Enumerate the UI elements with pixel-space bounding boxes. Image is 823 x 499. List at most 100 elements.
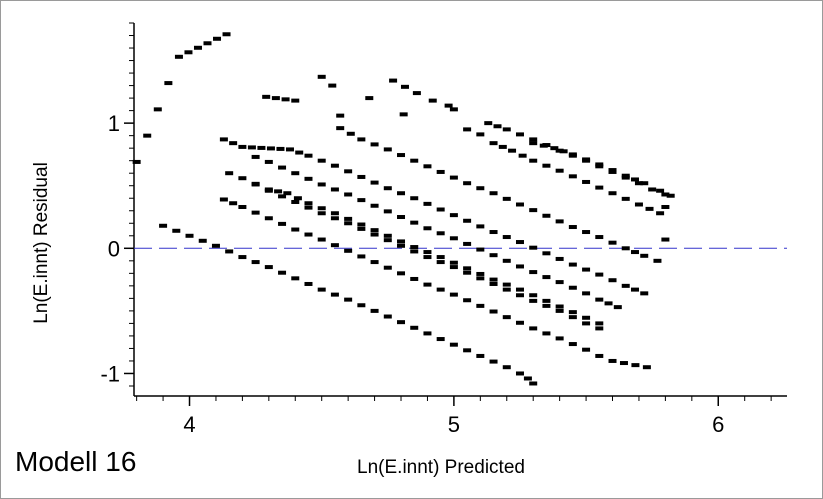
data-point bbox=[317, 211, 326, 216]
model-caption: Modell 16 bbox=[15, 446, 137, 477]
data-point bbox=[423, 201, 432, 206]
data-point bbox=[608, 168, 617, 173]
data-point bbox=[489, 277, 498, 282]
data-point bbox=[489, 309, 498, 314]
data-point bbox=[449, 265, 458, 270]
data-point bbox=[634, 202, 643, 207]
data-point bbox=[661, 204, 670, 209]
data-point bbox=[251, 210, 260, 215]
data-point bbox=[484, 121, 493, 126]
data-point bbox=[568, 262, 577, 267]
data-point bbox=[542, 298, 551, 303]
residual-band-5 bbox=[225, 171, 604, 326]
data-point bbox=[370, 260, 379, 265]
y-tick-label: 1 bbox=[108, 111, 120, 136]
data-point bbox=[449, 175, 458, 180]
data-point bbox=[423, 250, 432, 255]
residual-band-8 bbox=[336, 126, 662, 263]
residual-band-9 bbox=[463, 127, 670, 242]
data-point bbox=[436, 169, 445, 174]
data-point bbox=[317, 206, 326, 211]
data-point bbox=[283, 191, 292, 196]
data-point bbox=[515, 320, 524, 325]
data-point bbox=[515, 293, 524, 298]
data-point bbox=[436, 287, 445, 292]
data-point bbox=[529, 293, 538, 298]
data-point bbox=[203, 41, 212, 46]
data-point bbox=[476, 132, 485, 137]
data-point bbox=[582, 267, 591, 272]
data-point bbox=[278, 194, 287, 199]
data-point bbox=[370, 232, 379, 237]
data-point bbox=[595, 185, 604, 190]
data-point bbox=[568, 285, 577, 290]
data-point bbox=[264, 216, 273, 221]
data-point bbox=[383, 233, 392, 238]
data-point bbox=[555, 219, 564, 224]
data-point bbox=[257, 145, 266, 150]
data-point bbox=[476, 276, 485, 281]
data-point bbox=[529, 208, 538, 213]
data-point bbox=[502, 365, 511, 370]
data-point bbox=[436, 207, 445, 212]
data-point bbox=[568, 225, 577, 230]
data-point bbox=[449, 342, 458, 347]
data-point bbox=[502, 282, 511, 287]
data-point bbox=[238, 255, 247, 260]
data-point bbox=[542, 163, 551, 168]
data-point bbox=[476, 271, 485, 276]
residual-band-3 bbox=[219, 197, 651, 370]
data-point bbox=[542, 303, 551, 308]
data-point bbox=[285, 147, 294, 152]
data-point bbox=[251, 181, 260, 186]
data-point bbox=[568, 152, 577, 157]
data-point bbox=[383, 186, 392, 191]
data-point bbox=[661, 237, 670, 242]
data-point bbox=[304, 176, 313, 181]
data-point bbox=[656, 211, 665, 216]
data-point bbox=[304, 153, 313, 158]
data-point bbox=[423, 282, 432, 287]
data-point bbox=[661, 192, 670, 197]
data-point bbox=[344, 248, 353, 253]
data-point bbox=[595, 353, 604, 358]
data-point bbox=[640, 253, 649, 258]
data-point bbox=[463, 241, 472, 246]
data-point bbox=[608, 191, 617, 196]
data-point bbox=[449, 292, 458, 297]
data-point bbox=[476, 247, 485, 252]
data-point bbox=[515, 264, 524, 269]
data-point bbox=[436, 260, 445, 265]
data-point bbox=[555, 256, 564, 261]
data-point bbox=[436, 337, 445, 342]
data-point bbox=[489, 359, 498, 364]
data-point bbox=[264, 187, 273, 192]
data-point bbox=[383, 314, 392, 319]
residual-band-1 bbox=[132, 32, 458, 164]
data-point bbox=[630, 177, 639, 182]
data-point bbox=[410, 158, 419, 163]
data-point bbox=[619, 361, 628, 366]
data-point bbox=[476, 186, 485, 191]
data-point bbox=[621, 246, 630, 251]
data-point bbox=[582, 291, 591, 296]
data-point bbox=[304, 232, 313, 237]
data-point bbox=[251, 260, 260, 265]
data-point bbox=[291, 276, 300, 281]
data-point bbox=[621, 196, 630, 201]
data-point bbox=[631, 363, 640, 368]
data-point bbox=[357, 198, 366, 203]
data-point bbox=[211, 243, 220, 248]
data-point bbox=[397, 320, 406, 325]
data-point bbox=[370, 180, 379, 185]
data-point bbox=[281, 97, 290, 102]
data-point bbox=[291, 171, 300, 176]
data-point bbox=[304, 201, 313, 206]
data-point bbox=[568, 342, 577, 347]
residual-band-7 bbox=[219, 137, 649, 296]
data-point bbox=[559, 149, 568, 154]
data-point bbox=[247, 145, 256, 150]
data-point bbox=[502, 258, 511, 263]
data-point bbox=[582, 179, 591, 184]
